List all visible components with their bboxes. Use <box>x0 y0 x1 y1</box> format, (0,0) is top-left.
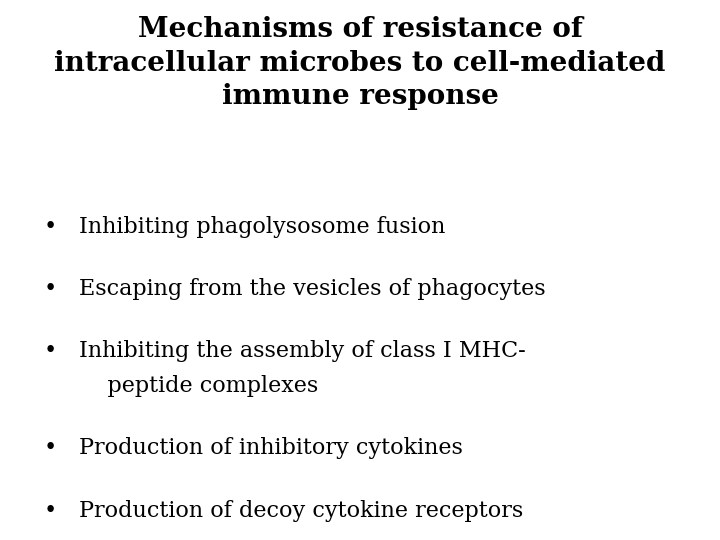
Text: Inhibiting phagolysosome fusion: Inhibiting phagolysosome fusion <box>79 216 446 238</box>
Text: peptide complexes: peptide complexes <box>79 375 318 397</box>
Text: Production of inhibitory cytokines: Production of inhibitory cytokines <box>79 437 463 460</box>
Text: •: • <box>44 500 57 522</box>
Text: Escaping from the vesicles of phagocytes: Escaping from the vesicles of phagocytes <box>79 278 546 300</box>
Text: •: • <box>44 278 57 300</box>
Text: •: • <box>44 340 57 362</box>
Text: Inhibiting the assembly of class I MHC-: Inhibiting the assembly of class I MHC- <box>79 340 526 362</box>
Text: Mechanisms of resistance of
intracellular microbes to cell-mediated
immune respo: Mechanisms of resistance of intracellula… <box>54 16 666 110</box>
Text: •: • <box>44 437 57 460</box>
Text: •: • <box>44 216 57 238</box>
Text: Production of decoy cytokine receptors: Production of decoy cytokine receptors <box>79 500 523 522</box>
